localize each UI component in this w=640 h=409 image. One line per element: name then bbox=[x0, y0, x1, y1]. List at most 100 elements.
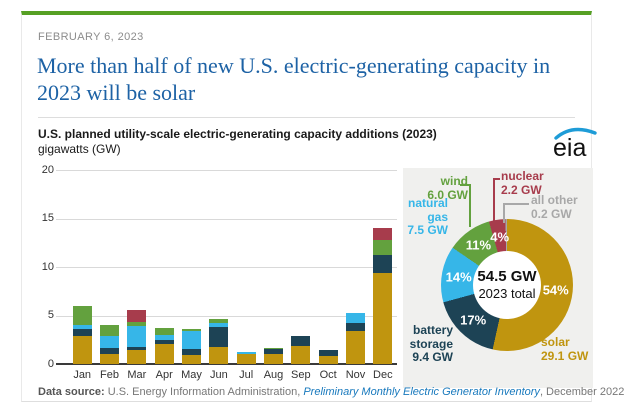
gridline bbox=[56, 315, 397, 317]
eia-swoosh-icon bbox=[554, 127, 597, 140]
nuclear-leader-tick bbox=[493, 178, 500, 180]
bar-segment-solar-Sep bbox=[291, 345, 311, 364]
x-tick-label: Oct bbox=[319, 369, 337, 381]
bar-segment-battery-storage-Mar bbox=[127, 346, 147, 351]
bar-segment-battery-storage-Apr bbox=[154, 339, 174, 344]
bar-segment-wind-May bbox=[182, 329, 202, 332]
eia-logo[interactable]: eia bbox=[550, 123, 600, 163]
nuclear-label: nuclear bbox=[501, 169, 544, 183]
wind-value: 6.0 GW bbox=[427, 187, 468, 202]
data-source-text: U.S. Energy Information Administration, bbox=[104, 386, 304, 398]
bar-segment-solar-May bbox=[182, 355, 202, 364]
chart-title: U.S. planned utility-scale electric-gene… bbox=[38, 127, 437, 141]
x-tick-label: Apr bbox=[155, 369, 173, 381]
all-other-leader-tick bbox=[504, 203, 529, 205]
battery-storage-value: 9.4 GW bbox=[412, 350, 453, 364]
x-tick-label: Mar bbox=[127, 369, 147, 381]
bar-segment-solar-Jul bbox=[236, 354, 256, 364]
bar-segment-nuclear-Mar bbox=[127, 309, 147, 323]
bar-segment-battery-storage-Feb bbox=[100, 347, 120, 355]
donut-center: 54.5 GW 2023 total bbox=[453, 268, 561, 301]
bar-segment-solar-Jan bbox=[72, 335, 92, 364]
gridline bbox=[56, 267, 397, 268]
bar-segment-solar-Apr bbox=[154, 343, 174, 364]
donut-pct-solar: 54% bbox=[542, 282, 569, 298]
x-tick-label: Aug bbox=[263, 369, 284, 381]
svg-text:eia: eia bbox=[553, 134, 586, 162]
x-tick-label: Dec bbox=[373, 369, 393, 381]
wind-leader-tick bbox=[460, 184, 469, 186]
bar-segment-battery-storage-Jan bbox=[72, 329, 92, 336]
donut-pct-wind: 11% bbox=[465, 237, 492, 253]
bar-segment-natural-gas-Nov bbox=[346, 312, 365, 324]
bar-segment-battery-storage-Aug bbox=[264, 349, 283, 355]
article-date: FEBRUARY 6, 2023 bbox=[38, 31, 144, 43]
gridline bbox=[56, 170, 397, 171]
bar-segment-solar-Feb bbox=[100, 354, 120, 364]
nuclear-value: 2.2 GW bbox=[501, 182, 542, 197]
x-axis-line bbox=[56, 363, 397, 365]
y-tick-label: 5 bbox=[47, 309, 54, 321]
x-tick-label: Sep bbox=[291, 369, 311, 381]
wind-leader-line bbox=[469, 184, 471, 227]
bar-segment-wind-Jun bbox=[209, 319, 229, 324]
bar-segment-solar-Jun bbox=[209, 346, 229, 364]
bar-segment-wind-Apr bbox=[154, 328, 174, 335]
solar-value: 29.1 GW bbox=[541, 348, 589, 363]
bar-segment-natural-gas-Apr bbox=[154, 334, 174, 340]
bar-segment-wind-Feb bbox=[100, 325, 120, 336]
divider bbox=[38, 117, 575, 118]
y-tick-label: 10 bbox=[41, 260, 54, 273]
all-other-callout: all other 0.2 GW bbox=[531, 193, 591, 221]
x-tick-label: Jul bbox=[239, 369, 254, 381]
headline: More than half of new U.S. electric-gene… bbox=[37, 53, 551, 105]
bar-segment-wind-Mar bbox=[127, 322, 147, 327]
x-tick-label: Jan bbox=[73, 369, 92, 381]
all-other-leader-line bbox=[503, 203, 505, 223]
bar-segment-battery-storage-Nov bbox=[346, 323, 365, 332]
bar-segment-battery-storage-Jun bbox=[209, 327, 229, 347]
bar-segment-solar-Aug bbox=[264, 354, 283, 364]
donut-hole bbox=[473, 251, 541, 319]
bar-segment-natural-gas-May bbox=[182, 331, 202, 350]
bar-segment-natural-gas-Feb bbox=[100, 335, 120, 348]
data-source-link[interactable]: Preliminary Monthly Electric Generator I… bbox=[303, 386, 540, 398]
bar-segment-natural-gas-Mar bbox=[127, 326, 147, 347]
wind-label: wind bbox=[440, 174, 468, 188]
donut-total-value: 54.5 GW bbox=[477, 268, 537, 285]
y-tick-label: 15 bbox=[41, 212, 54, 224]
battery-storage-callout: battery storage 9.4 GW bbox=[405, 323, 453, 365]
all-other-label: all other bbox=[531, 193, 578, 207]
data-source-label: Data source: bbox=[38, 386, 105, 398]
y-tick-label: 20 bbox=[41, 163, 54, 176]
gridline bbox=[56, 218, 397, 220]
bar-segment-wind-Aug bbox=[264, 347, 283, 350]
bar-segment-natural-gas-Jun bbox=[209, 323, 229, 328]
bar-segment-battery-storage-Oct bbox=[318, 350, 338, 357]
donut-pct-battery-storage: 17% bbox=[460, 312, 487, 328]
natural-gas-value: 7.5 GW bbox=[407, 223, 448, 237]
natural-gas-callout: natural gas 7.5 GW bbox=[400, 196, 448, 238]
bar-segment-nuclear-Dec bbox=[373, 228, 393, 240]
bar-segment-wind-Jan bbox=[72, 305, 92, 326]
bar-segment-solar-Dec bbox=[373, 272, 393, 364]
bar-segment-battery-storage-Sep bbox=[291, 335, 311, 346]
bar-segment-battery-storage-Dec bbox=[373, 255, 393, 273]
solar-callout: solar 29.1 GW bbox=[541, 335, 601, 363]
donut-total-caption: 2023 total bbox=[478, 286, 536, 301]
donut-pct-nuclear: 4% bbox=[490, 229, 510, 245]
all-other-value: 0.2 GW bbox=[531, 206, 572, 221]
bar-segment-natural-gas-Jul bbox=[236, 352, 256, 355]
bar-segment-solar-Nov bbox=[346, 331, 365, 364]
bar-segment-battery-storage-May bbox=[182, 349, 202, 356]
nuclear-callout: nuclear 2.2 GW bbox=[501, 169, 561, 197]
donut-pct-natural-gas: 14% bbox=[445, 269, 472, 285]
bar-segment-solar-Mar bbox=[127, 350, 147, 364]
x-tick-label: Feb bbox=[100, 369, 119, 381]
bar-segment-natural-gas-Jan bbox=[72, 325, 92, 330]
x-tick-label: Nov bbox=[345, 369, 366, 381]
battery-storage-label: battery storage bbox=[409, 323, 453, 351]
chart-subtitle: gigawatts (GW) bbox=[38, 142, 121, 156]
natural-gas-label: natural gas bbox=[407, 196, 448, 224]
